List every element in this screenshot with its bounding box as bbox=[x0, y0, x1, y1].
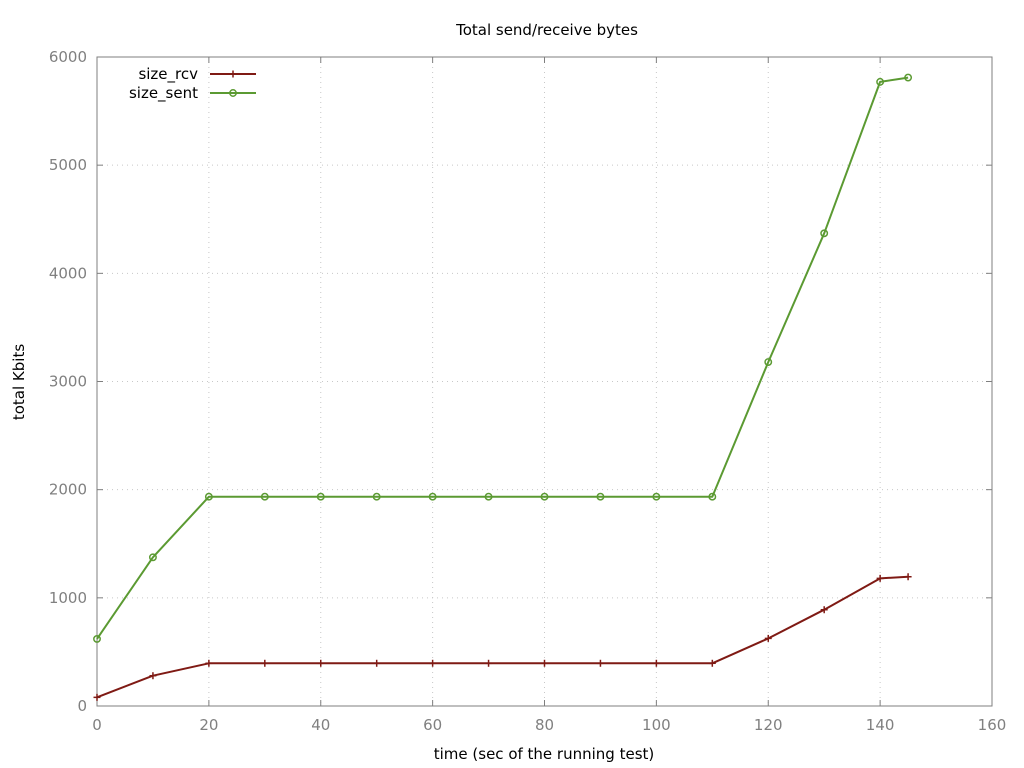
grid bbox=[97, 57, 992, 706]
y-tick-label: 2000 bbox=[49, 481, 87, 499]
data-point bbox=[148, 553, 157, 562]
data-point bbox=[764, 358, 773, 366]
x-tick-label: 160 bbox=[978, 716, 1007, 734]
legend-label: size_sent bbox=[129, 84, 198, 103]
data-point bbox=[904, 73, 913, 82]
x-tick-label: 100 bbox=[642, 716, 671, 734]
legend-marker bbox=[229, 89, 237, 97]
y-tick-label: 0 bbox=[77, 697, 87, 715]
data-point bbox=[820, 229, 829, 238]
data-point bbox=[372, 492, 381, 501]
y-tick-label: 6000 bbox=[49, 48, 87, 66]
data-point bbox=[652, 659, 660, 667]
data-point bbox=[904, 573, 912, 581]
data-point bbox=[876, 77, 885, 86]
y-tick-label: 3000 bbox=[49, 373, 87, 391]
data-point bbox=[485, 659, 493, 667]
legend-marker bbox=[229, 70, 237, 78]
data-point bbox=[261, 659, 269, 667]
data-point bbox=[764, 634, 772, 642]
data-point bbox=[204, 492, 213, 501]
x-tick-label: 60 bbox=[423, 716, 442, 734]
series-line bbox=[96, 76, 909, 640]
legend-label: size_rcv bbox=[138, 65, 198, 84]
data-point bbox=[540, 492, 549, 501]
x-tick-label: 80 bbox=[535, 716, 554, 734]
chart-title: Total send/receive bytes bbox=[455, 21, 638, 39]
series-line bbox=[96, 575, 909, 699]
data-point bbox=[316, 492, 325, 501]
data-point bbox=[93, 634, 101, 643]
y-tick-label: 4000 bbox=[49, 264, 87, 282]
data-point bbox=[317, 659, 325, 667]
data-point bbox=[260, 492, 269, 501]
data-point bbox=[428, 492, 437, 501]
data-point bbox=[205, 659, 213, 667]
x-tick-label: 140 bbox=[866, 716, 895, 734]
y-tick-label: 1000 bbox=[49, 589, 87, 607]
data-point bbox=[596, 659, 604, 667]
data-point bbox=[708, 492, 717, 501]
y-tick-label: 5000 bbox=[49, 156, 87, 174]
data-point bbox=[596, 492, 605, 501]
y-axis-label: total Kbits bbox=[10, 344, 28, 420]
data-point bbox=[429, 659, 437, 667]
x-axis-label: time (sec of the running test) bbox=[434, 745, 655, 763]
legend-item: size_sent bbox=[129, 84, 256, 103]
data-point bbox=[652, 492, 661, 501]
data-point bbox=[541, 659, 548, 667]
data-point bbox=[149, 672, 157, 680]
data-point bbox=[484, 492, 493, 501]
series-size-sent bbox=[93, 73, 913, 643]
x-tick-label: 0 bbox=[92, 716, 102, 734]
series-size-rcv bbox=[93, 573, 912, 701]
series-group bbox=[93, 73, 913, 701]
x-tick-label: 40 bbox=[311, 716, 330, 734]
data-point bbox=[820, 606, 828, 614]
data-point bbox=[876, 574, 884, 582]
data-point bbox=[708, 659, 716, 667]
x-tick-label: 20 bbox=[199, 716, 218, 734]
x-tick-label: 120 bbox=[754, 716, 783, 734]
legend-item: size_rcv bbox=[138, 65, 256, 84]
data-point bbox=[93, 693, 101, 701]
data-point bbox=[373, 659, 381, 667]
axis-ticks: 0 20 40 60 80 100 120 140 160 0 1000 2000 3000 4000 50… bbox=[49, 48, 1007, 734]
